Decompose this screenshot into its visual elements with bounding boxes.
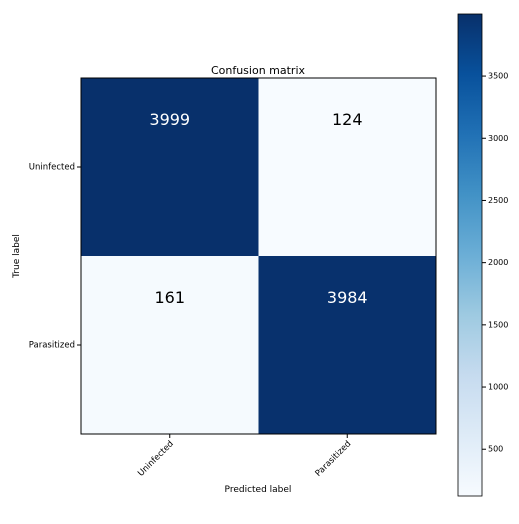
- heatmap-cell: [81, 78, 259, 256]
- chart-title: Confusion matrix: [211, 64, 306, 77]
- plot-frame: [80, 77, 437, 435]
- x-axis-label: Predicted label: [225, 485, 292, 495]
- heatmap-cell: [258, 78, 436, 256]
- colorbar-tick-label: 1000: [488, 383, 508, 392]
- heatmap-cell: [81, 256, 259, 434]
- colorbar-tick-label: 3000: [488, 134, 508, 143]
- cell-value-label: 124: [332, 110, 363, 129]
- colorbar: [457, 13, 483, 497]
- heatmap-cell: [258, 256, 436, 434]
- y-tick-label: Uninfected: [29, 163, 75, 173]
- colorbar-ticks: 500 1000 1500 2000 2500 3000 3500: [482, 72, 508, 454]
- colorbar-tick-label: 2000: [488, 258, 508, 267]
- y-axis-label: True label: [12, 234, 22, 279]
- colorbar-tick-label: 1500: [488, 320, 508, 329]
- cell-value-label: 3984: [327, 288, 368, 307]
- cell-value-label: 3999: [149, 110, 190, 129]
- y-tick-label: Parasitized: [29, 341, 75, 351]
- y-axis-ticks: Uninfected Parasitized: [29, 163, 81, 351]
- x-tick-label: Uninfected: [136, 439, 176, 479]
- cell-value-label: 161: [154, 288, 185, 307]
- x-tick-label: Parasitized: [314, 439, 354, 479]
- colorbar-tick-label: 2500: [488, 196, 508, 205]
- colorbar-tick-label: 500: [488, 445, 503, 454]
- x-axis-ticks: Uninfected Parasitized: [136, 434, 353, 479]
- heatmap-cells: 3999 124 161 3984: [81, 78, 436, 434]
- colorbar-tick-label: 3500: [488, 72, 508, 81]
